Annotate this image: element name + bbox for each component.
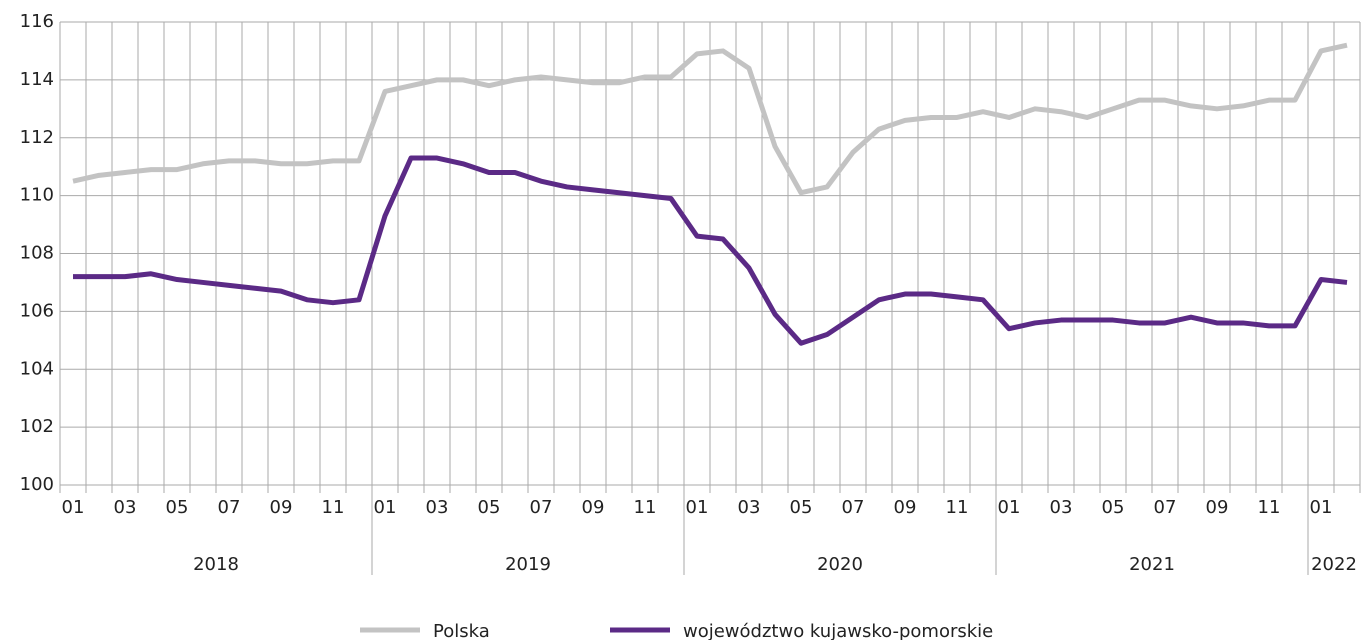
x-tick-label: 11 [1258,497,1281,518]
x-tick-label: 07 [530,497,553,518]
x-tick-label: 11 [634,497,657,518]
x-tick-label: 05 [1102,497,1125,518]
y-tick-label: 114 [20,69,54,90]
y-tick-label: 104 [20,358,54,379]
y-tick-label: 106 [20,300,54,321]
x-tick-label: 09 [894,497,917,518]
x-tick-label: 03 [1050,497,1073,518]
x-tick-label: 09 [1206,497,1229,518]
x-tick-label: 07 [218,497,241,518]
x-tick-label: 05 [478,497,501,518]
x-tick-label: 09 [270,497,293,518]
x-tick-label: 07 [1154,497,1177,518]
y-tick-label: 108 [20,243,54,264]
x-group-label: 2021 [1129,554,1175,575]
series-line [72,42,1348,196]
x-tick-label: 01 [374,497,397,518]
x-tick-label: 09 [582,497,605,518]
x-tick-label: 01 [998,497,1021,518]
x-tick-label: 03 [114,497,137,518]
x-tick-label: 01 [1310,497,1333,518]
y-tick-label: 116 [20,11,54,32]
x-tick-label: 11 [946,497,969,518]
x-group-label: 2018 [193,554,239,575]
x-group-label: 2020 [817,554,863,575]
x-group-label: 2019 [505,554,551,575]
x-tick-label: 05 [166,497,189,518]
y-tick-label: 112 [20,127,54,148]
x-group-label: 2022 [1311,554,1357,575]
legend-label: województwo kujawsko-pomorskie [683,621,993,640]
legend-label: Polska [433,621,490,640]
y-tick-label: 102 [20,416,54,437]
series-line [73,155,1348,346]
x-tick-label: 03 [426,497,449,518]
y-tick-label: 110 [20,185,54,206]
x-tick-label: 05 [790,497,813,518]
x-tick-label: 01 [686,497,709,518]
x-tick-label: 01 [62,497,85,518]
x-tick-label: 11 [322,497,345,518]
y-tick-label: 100 [20,474,54,495]
x-tick-label: 07 [842,497,865,518]
x-tick-label: 03 [738,497,761,518]
